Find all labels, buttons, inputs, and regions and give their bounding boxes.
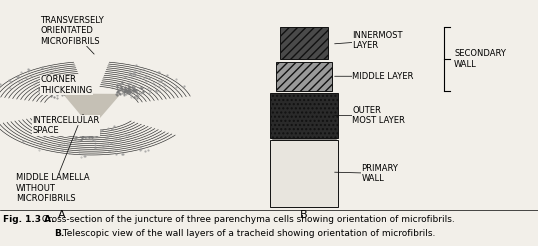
Text: TRANSVERSELY
ORIENTATED
MICROFIBRILS: TRANSVERSELY ORIENTATED MICROFIBRILS: [40, 16, 104, 54]
Text: B: B: [300, 210, 308, 220]
Text: INTERCELLULAR
SPACE: INTERCELLULAR SPACE: [32, 114, 100, 135]
Text: Cross-section of the juncture of three parenchyma cells showing orientation of m: Cross-section of the juncture of three p…: [39, 215, 455, 224]
Text: MIDDLE LAMELLA
WITHOUT
MICROFIBRILS: MIDDLE LAMELLA WITHOUT MICROFIBRILS: [16, 125, 90, 203]
Bar: [275, 62, 332, 91]
Text: B.: B.: [54, 229, 64, 238]
Bar: [270, 93, 338, 138]
Text: Fig. 1.3 A.: Fig. 1.3 A.: [3, 215, 54, 224]
Text: INNERMOST
LAYER: INNERMOST LAYER: [335, 31, 403, 50]
Text: SECONDARY
WALL: SECONDARY WALL: [454, 49, 506, 69]
Bar: [280, 27, 328, 59]
Polygon shape: [62, 94, 121, 128]
Text: PRIMARY
WALL: PRIMARY WALL: [335, 164, 399, 183]
Text: A: A: [58, 210, 66, 220]
Text: CORNER
THICKENING: CORNER THICKENING: [40, 75, 93, 94]
Text: MIDDLE LAYER: MIDDLE LAYER: [335, 72, 414, 81]
Text: OUTER
MOST LAYER: OUTER MOST LAYER: [335, 106, 405, 125]
Text: Telescopic view of the wall layers of a tracheid showing orientation of microfib: Telescopic view of the wall layers of a …: [60, 229, 436, 238]
Bar: [270, 140, 338, 207]
